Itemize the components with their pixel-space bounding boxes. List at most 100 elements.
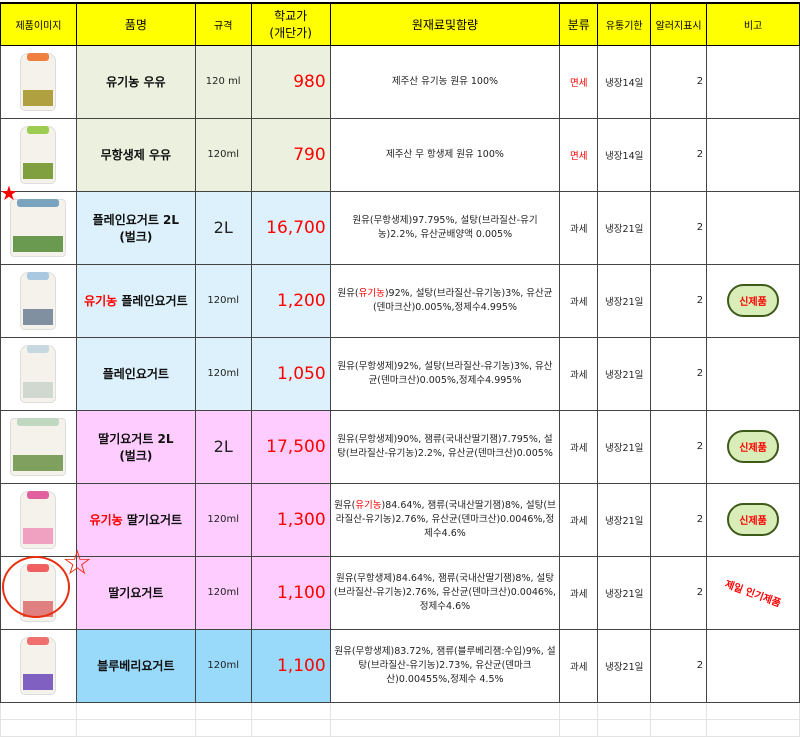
product-price: 790 [250, 117, 331, 192]
empty-cell[interactable] [75, 701, 196, 720]
empty-cell[interactable] [559, 718, 599, 737]
table-row: 유기농 우유 120 ml 980 제주산 유기농 원유 100% 면세 냉장1… [0, 44, 800, 119]
product-name: 플레인요거트 [75, 336, 196, 411]
product-category: 과세 [559, 190, 599, 265]
empty-cell[interactable] [650, 701, 708, 720]
empty-cell[interactable] [597, 718, 652, 737]
product-price: 1,100 [250, 628, 331, 703]
empty-cell[interactable] [597, 701, 652, 720]
product-category: 과세 [559, 555, 599, 630]
empty-cell[interactable] [650, 718, 708, 737]
ingredients-organic: 유기농 [358, 287, 385, 299]
product-price: 980 [250, 44, 331, 119]
product-spec: 120ml [194, 117, 252, 192]
header-shelf-life: 유통기한 [597, 2, 652, 46]
name-line: (벌크) [119, 448, 153, 463]
header-price: 학교가 (개단가) [250, 2, 331, 46]
ingredients-text: 제주산 유기농 원유 100% [391, 75, 499, 87]
product-image-cell [0, 336, 77, 411]
product-price: 17,500 [250, 409, 331, 484]
empty-cell[interactable] [329, 701, 561, 720]
empty-row [0, 718, 800, 737]
product-spec: 2L [194, 190, 252, 265]
empty-cell[interactable] [194, 701, 252, 720]
product-price: 1,300 [250, 482, 331, 557]
product-allergy: 2 [650, 555, 708, 630]
product-price: 16,700 [250, 190, 331, 265]
empty-cell[interactable] [559, 701, 599, 720]
empty-cell[interactable] [250, 718, 331, 737]
product-category: 과세 [559, 628, 599, 703]
product-image [20, 52, 57, 111]
product-note [706, 44, 800, 119]
product-price: 1,200 [250, 263, 331, 338]
product-category: 과세 [559, 336, 599, 411]
product-image [20, 490, 57, 549]
empty-cell[interactable] [194, 718, 252, 737]
product-spec: 120ml [194, 555, 252, 630]
table-row: 유기농 딸기요거트 120ml 1,300 원유(유기농)84.64%, 잼류(… [0, 482, 800, 557]
product-allergy: 2 [650, 628, 708, 703]
empty-cell[interactable] [250, 701, 331, 720]
product-ingredients: 원유(무항생제)92%, 설탕(브라질산-유기농)3%, 유산균(덴마크산)0.… [329, 336, 561, 411]
product-ingredients: 원유(무항생제)97.795%, 설탕(브라질산-유기농)2.2%, 유산균배양… [329, 190, 561, 265]
product-shelf-life: 냉장21일 [597, 190, 652, 265]
product-image-cell [0, 409, 77, 484]
product-image [10, 198, 67, 257]
red-circle-annotation [2, 556, 70, 618]
name-line: 유기농 우유 [106, 75, 166, 89]
ingredients-organic: 유기농 [355, 499, 382, 511]
empty-cell[interactable] [0, 718, 77, 737]
new-product-badge: 신제품 [727, 503, 779, 536]
product-image-cell [0, 117, 77, 192]
ingredients-prefix: 원유( [334, 499, 356, 511]
star-badge-icon: ★ [0, 181, 18, 205]
ingredients-text: 제주산 무 항생제 원유 100% [386, 148, 504, 160]
empty-cell[interactable] [329, 718, 561, 737]
product-spec: 120ml [194, 628, 252, 703]
table-row: 블루베리요거트 120ml 1,100 원유(무항생제)83.72%, 잼류(블… [0, 628, 800, 703]
empty-cell[interactable] [706, 718, 800, 737]
product-ingredients: 원유(유기농)92%, 설탕(브라질산-유기농)3%, 유산균(덴마크산)0.0… [329, 263, 561, 338]
name-text: 플레인요거트 [117, 294, 188, 308]
product-spec: 120ml [194, 336, 252, 411]
table-row: 플레인요거트 2L (벌크) 2L 16,700 원유(무항생제)97.795%,… [0, 190, 800, 265]
product-ingredients: 제주산 유기농 원유 100% [329, 44, 561, 119]
ingredients-text: 원유(무항생제)92%, 설탕(브라질산-유기농)3%, 유산균(덴마크산)0.… [337, 360, 553, 386]
name-line: 플레인요거트 2L [92, 212, 180, 227]
product-note: 신제품 [706, 263, 800, 338]
ingredients-text: 원유(무항생제)83.72%, 잼류(블루베리잼:수입)9%, 설탕(브라질산-… [334, 645, 556, 685]
product-category: 과세 [559, 263, 599, 338]
empty-cell[interactable] [706, 701, 800, 720]
product-name: 딸기요거트 [75, 555, 196, 630]
product-name: 유기농 플레인요거트 [75, 263, 196, 338]
product-spec: 120 ml [194, 44, 252, 119]
new-product-badge: 신제품 [727, 430, 779, 463]
product-note [706, 628, 800, 703]
header-image: 제품이미지 [0, 2, 77, 46]
product-ingredients: 제주산 무 항생제 원유 100% [329, 117, 561, 192]
ingredients-text: 원유(무항생제)90%, 잼류(국내산딸기잼)7.795%, 설탕(브라질산-유… [337, 433, 553, 459]
product-allergy: 2 [650, 482, 708, 557]
product-note: 신제품 [706, 482, 800, 557]
product-allergy: 2 [650, 190, 708, 265]
product-shelf-life: 냉장21일 [597, 555, 652, 630]
product-name: 블루베리요거트 [75, 628, 196, 703]
product-image [10, 417, 67, 476]
product-allergy: 2 [650, 409, 708, 484]
product-category: 과세 [559, 409, 599, 484]
empty-cell[interactable] [75, 718, 196, 737]
header-spec: 규격 [194, 2, 252, 46]
ingredients-text: )84.64%, 잼류(국내산딸기잼)8%, 설탕(브라질산-유기농)2.76%… [335, 499, 556, 539]
header-allergy: 알러지표시 [650, 2, 708, 46]
table-row: 플레인요거트 120ml 1,050 원유(무항생제)92%, 설탕(브라질산-… [0, 336, 800, 411]
product-category: 면세 [559, 44, 599, 119]
table-row: 유기농 플레인요거트 120ml 1,200 원유(유기농)92%, 설탕(브라… [0, 263, 800, 338]
product-shelf-life: 냉장21일 [597, 628, 652, 703]
empty-cell[interactable] [0, 701, 77, 720]
table-row: 딸기요거트 120ml 1,100 원유(무항생제)84.64%, 잼류(국내산… [0, 555, 800, 630]
ingredients-text: 원유(무항생제)84.64%, 잼류(국내산딸기잼)8%, 설탕(브라질산-유기… [333, 572, 557, 612]
product-price: 1,050 [250, 336, 331, 411]
ingredients-text: )92%, 설탕(브라질산-유기농)3%, 유산균(덴마크산)0.005%,정제… [372, 287, 553, 313]
